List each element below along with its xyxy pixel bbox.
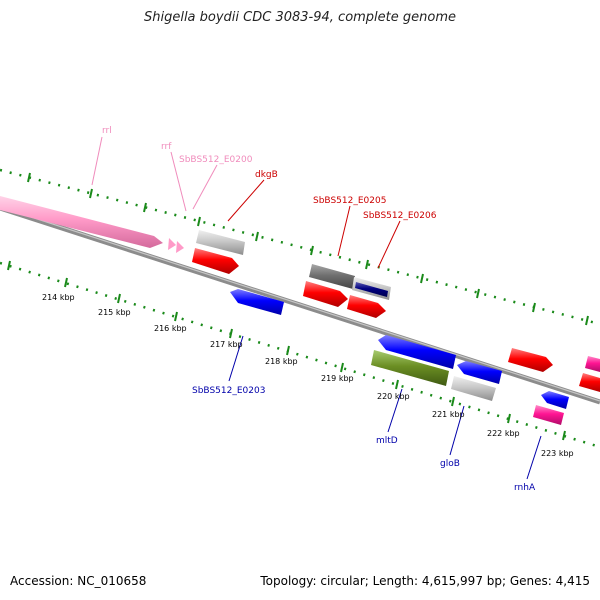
gene-sbbs512-e0200[interactable] <box>196 230 245 255</box>
lower-major-ticks <box>7 260 566 441</box>
gene-navy[interactable] <box>355 282 388 297</box>
glob-connector <box>449 405 465 456</box>
kbp-label-214: 214 kbp <box>42 293 75 302</box>
gene-rrf-arrow-2[interactable] <box>176 241 184 253</box>
gene-glob[interactable] <box>457 361 502 384</box>
upper-major-ticks <box>27 172 589 326</box>
gene-blue-3[interactable] <box>541 391 569 409</box>
upper-dotted-track <box>0 168 600 326</box>
gene-dkgb[interactable] <box>192 248 239 274</box>
gene-dark-gray[interactable] <box>309 264 355 289</box>
e0205-connector <box>337 205 351 257</box>
mltd-connector <box>387 388 403 433</box>
accession-text: Accession: NC_010658 <box>10 574 147 588</box>
e0200-connector <box>192 164 218 210</box>
gene-mltd[interactable] <box>378 335 456 369</box>
rnha-connector <box>526 435 542 480</box>
gene-sbbs512-e0206[interactable] <box>347 295 386 318</box>
kbp-label-217: 217 kbp <box>210 340 243 349</box>
gene-rrl[interactable] <box>0 196 163 248</box>
gene-label-rnha: rnhA <box>514 483 536 493</box>
gene-label-rrl: rrl <box>102 126 112 136</box>
gene-label-sbbs512-e0206: SbBS512_E0206 <box>363 211 437 221</box>
kbp-label-215: 215 kbp <box>98 308 131 317</box>
gene-label-mltd: mltD <box>376 436 398 446</box>
kbp-label-218: 218 kbp <box>265 357 298 366</box>
gene-magenta-edge[interactable] <box>585 356 600 372</box>
gene-gray-2[interactable] <box>451 376 496 401</box>
kbp-label-219: 219 kbp <box>321 374 354 383</box>
kbp-label-222: 222 kbp <box>487 429 520 438</box>
map-title: Shigella boydii CDC 3083-94, complete ge… <box>143 10 457 25</box>
kbp-label-221: 221 kbp <box>432 410 465 419</box>
e0206-connector <box>377 220 401 269</box>
gene-label-sbbs512-e0205: SbBS512_E0205 <box>313 196 386 206</box>
dkgb-connector <box>227 179 265 222</box>
genome-backbone <box>0 205 600 405</box>
e0203-connector <box>228 335 244 382</box>
gene-label-sbbs512-e0200: SbBS512_E0200 <box>179 155 253 165</box>
gene-rrf-arrow-1[interactable] <box>168 238 176 250</box>
gene-label-dkgb: dkgB <box>255 170 278 180</box>
rrl-connector <box>91 136 103 186</box>
gene-red-1[interactable] <box>303 281 348 307</box>
gene-label-rrf: rrf <box>161 142 172 152</box>
gene-red-2[interactable] <box>508 348 553 372</box>
rrf-connector <box>170 151 187 212</box>
kbp-label-220: 220 kbp <box>377 392 410 401</box>
gene-label-glob: gloB <box>440 459 460 469</box>
gene-red-edge[interactable] <box>579 373 600 392</box>
gene-label-sbbs512-e0203: SbBS512_E0203 <box>192 386 265 396</box>
gene-olive[interactable] <box>371 350 449 386</box>
kbp-label-216: 216 kbp <box>154 324 187 333</box>
gene-sbbs512-e0203[interactable] <box>230 289 284 315</box>
gene-rnha[interactable] <box>533 405 564 425</box>
genome-summary-text: Topology: circular; Length: 4,615,997 bp… <box>260 574 590 588</box>
kbp-label-223: 223 kbp <box>541 449 574 458</box>
